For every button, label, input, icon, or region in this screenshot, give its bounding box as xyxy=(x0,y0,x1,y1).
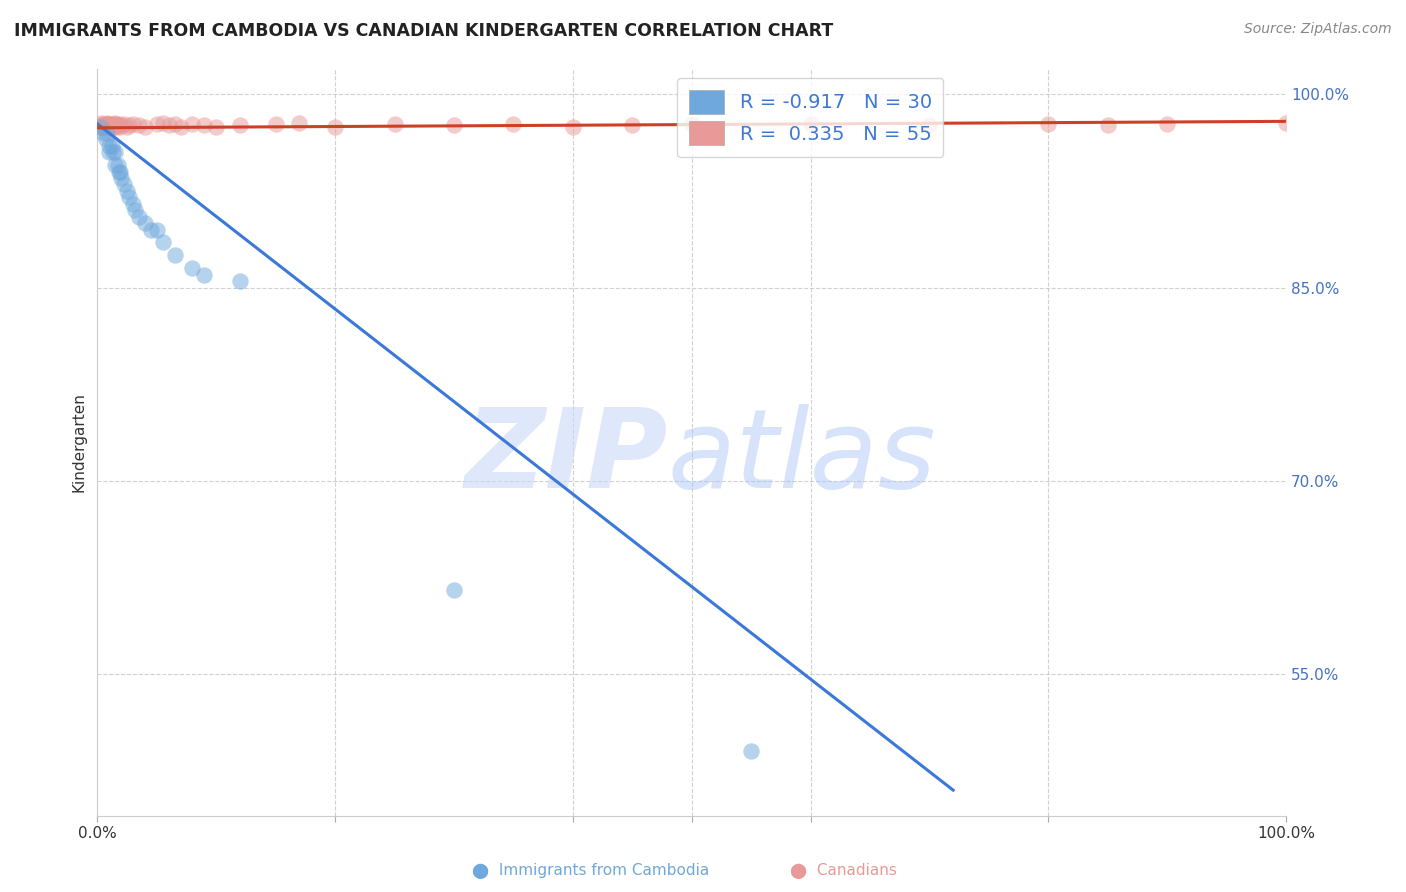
Point xyxy=(118,190,141,204)
Point xyxy=(107,164,129,178)
Text: ⬤  Canadians: ⬤ Canadians xyxy=(790,863,897,879)
Point xyxy=(502,117,524,131)
Point xyxy=(112,117,135,131)
Point xyxy=(1275,115,1298,129)
Point xyxy=(163,117,186,131)
Point xyxy=(101,118,124,132)
Point xyxy=(104,115,127,129)
Point xyxy=(107,117,129,131)
Point xyxy=(134,120,156,134)
Point xyxy=(205,120,228,134)
Point xyxy=(157,118,180,132)
Point xyxy=(681,117,703,131)
Point xyxy=(561,120,583,134)
Point xyxy=(115,184,138,198)
Point xyxy=(128,210,150,224)
Point xyxy=(96,115,118,129)
Point xyxy=(112,178,135,192)
Point xyxy=(101,145,124,160)
Point xyxy=(384,117,406,131)
Legend: R = -0.917   N = 30, R =  0.335   N = 55: R = -0.917 N = 30, R = 0.335 N = 55 xyxy=(678,78,943,157)
Point xyxy=(100,138,122,153)
Point xyxy=(740,744,762,758)
Point xyxy=(134,216,156,230)
Point xyxy=(1038,117,1060,131)
Point xyxy=(97,120,120,134)
Point xyxy=(104,117,127,131)
Point xyxy=(323,120,346,134)
Point xyxy=(93,120,115,134)
Point xyxy=(89,120,111,134)
Point xyxy=(288,115,311,129)
Point xyxy=(128,118,150,132)
Point xyxy=(98,120,121,134)
Point xyxy=(105,120,128,134)
Point xyxy=(107,118,129,132)
Point xyxy=(229,274,252,288)
Text: ZIP: ZIP xyxy=(464,404,668,510)
Point xyxy=(90,120,112,134)
Point xyxy=(100,117,122,131)
Point xyxy=(1097,118,1119,132)
Point xyxy=(103,120,125,134)
Point xyxy=(118,118,141,132)
Point xyxy=(1156,117,1178,131)
Point xyxy=(152,235,174,250)
Point xyxy=(122,197,145,211)
Point xyxy=(91,126,114,140)
Point xyxy=(91,118,114,132)
Point xyxy=(443,583,465,598)
Text: IMMIGRANTS FROM CAMBODIA VS CANADIAN KINDERGARTEN CORRELATION CHART: IMMIGRANTS FROM CAMBODIA VS CANADIAN KIN… xyxy=(14,22,834,40)
Point xyxy=(264,117,287,131)
Text: Source: ZipAtlas.com: Source: ZipAtlas.com xyxy=(1244,22,1392,37)
Point xyxy=(443,118,465,132)
Point xyxy=(169,120,191,134)
Point xyxy=(124,203,146,218)
Point xyxy=(146,222,169,236)
Point xyxy=(107,158,129,172)
Point xyxy=(96,126,118,140)
Point xyxy=(146,117,169,131)
Point xyxy=(115,120,138,134)
Point xyxy=(181,117,204,131)
Point xyxy=(163,248,186,262)
Point xyxy=(104,158,127,172)
Point xyxy=(91,118,114,132)
Point xyxy=(122,117,145,131)
Text: atlas: atlas xyxy=(668,404,936,510)
Point xyxy=(110,118,132,132)
Y-axis label: Kindergarten: Kindergarten xyxy=(72,392,86,492)
Point xyxy=(94,118,117,132)
Text: ⬤  Immigrants from Cambodia: ⬤ Immigrants from Cambodia xyxy=(472,863,709,879)
Point xyxy=(97,117,120,131)
Point xyxy=(90,115,112,129)
Point xyxy=(110,171,132,186)
Point xyxy=(152,115,174,129)
Point xyxy=(96,120,118,134)
Point xyxy=(181,261,204,276)
Point xyxy=(98,117,121,131)
Point xyxy=(108,120,131,134)
Point xyxy=(100,118,122,132)
Point xyxy=(621,118,644,132)
Point xyxy=(799,117,821,131)
Point xyxy=(98,145,121,160)
Point xyxy=(139,222,162,236)
Point xyxy=(918,118,941,132)
Point xyxy=(193,118,215,132)
Point xyxy=(193,268,215,282)
Point xyxy=(108,164,131,178)
Point xyxy=(229,118,252,132)
Point xyxy=(94,132,117,146)
Point xyxy=(98,138,121,153)
Point xyxy=(104,145,127,160)
Point xyxy=(94,117,117,131)
Point xyxy=(91,117,114,131)
